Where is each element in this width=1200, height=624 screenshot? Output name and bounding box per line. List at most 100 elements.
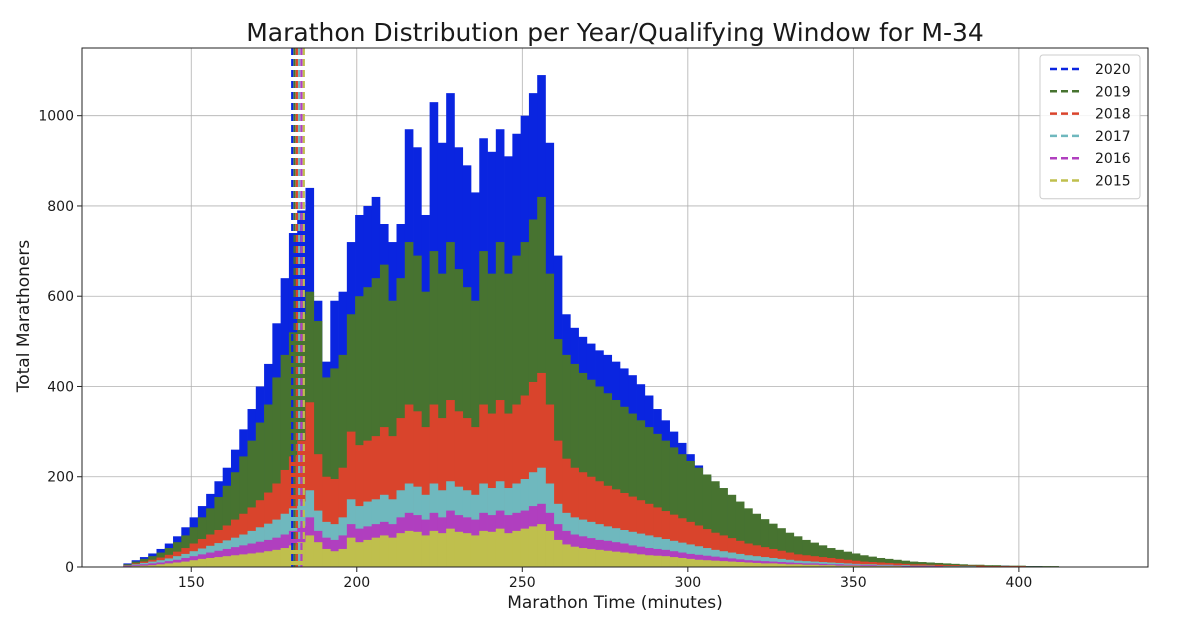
bar-2019 xyxy=(379,264,389,567)
bar-2019 xyxy=(752,513,762,567)
y-ticks: 0 200 400 600 800 1000 xyxy=(38,109,82,576)
bar-2019 xyxy=(338,354,348,567)
bar-2019 xyxy=(355,296,364,567)
bar-2015 xyxy=(429,530,439,567)
bar-2015 xyxy=(322,548,331,567)
bar-2019 xyxy=(388,300,397,567)
bar-2015 xyxy=(247,553,257,567)
x-tick-label: 200 xyxy=(343,575,370,591)
bar-2015 xyxy=(479,530,488,567)
y-tick-label: 400 xyxy=(47,379,74,395)
bar-2019 xyxy=(826,548,836,567)
x-tick-label: 300 xyxy=(674,575,701,591)
bar-2015 xyxy=(404,530,414,567)
legend-label-2019: 2019 xyxy=(1095,84,1131,100)
bar-2019 xyxy=(371,278,381,567)
x-axis-label: Marathon Time (minutes) xyxy=(507,593,723,613)
bar-2015 xyxy=(702,560,712,567)
y-tick-label: 1000 xyxy=(38,109,74,125)
bar-2015 xyxy=(711,560,720,567)
bar-2015 xyxy=(719,561,728,567)
bar-2015 xyxy=(744,562,753,567)
bar-2019 xyxy=(727,494,737,567)
bar-2019 xyxy=(628,413,637,567)
bar-2015 xyxy=(363,539,373,567)
bar-2019 xyxy=(264,404,273,567)
bar-2019 xyxy=(247,440,257,567)
bar-2015 xyxy=(636,554,646,567)
bar-2019 xyxy=(644,427,654,567)
chart-title: Marathon Distribution per Year/Qualifyin… xyxy=(246,18,984,47)
bar-2019 xyxy=(777,528,786,567)
bar-2018 xyxy=(330,478,339,567)
bar-2015 xyxy=(520,528,530,567)
legend-label-2016: 2016 xyxy=(1095,151,1131,167)
bar-2015 xyxy=(396,533,406,567)
series-2015 xyxy=(123,524,1084,567)
bar-2015 xyxy=(446,528,455,567)
y-tick-label: 800 xyxy=(47,199,74,215)
bar-2015 xyxy=(677,557,687,567)
bar-2015 xyxy=(338,548,348,567)
bar-2015 xyxy=(553,539,563,567)
bar-2019 xyxy=(702,474,712,567)
bar-2015 xyxy=(570,546,579,567)
bar-2015 xyxy=(562,544,571,567)
bar-2019 xyxy=(818,545,828,567)
bar-2015 xyxy=(785,564,795,567)
bar-2015 xyxy=(313,542,323,567)
bar-2015 xyxy=(156,564,166,567)
bar-2019 xyxy=(677,454,687,567)
bar-2019 xyxy=(619,406,629,567)
bar-2015 xyxy=(371,537,381,567)
bar-2015 xyxy=(777,563,786,567)
bar-2019 xyxy=(719,488,728,567)
bar-2019 xyxy=(322,377,331,567)
bar-2019 xyxy=(744,508,753,567)
bar-2015 xyxy=(272,549,281,567)
bar-2019 xyxy=(810,542,819,567)
bar-2018 xyxy=(768,548,778,567)
bar-2015 xyxy=(413,531,422,567)
y-tick-label: 200 xyxy=(47,470,74,486)
legend-label-2017: 2017 xyxy=(1095,129,1131,145)
bar-2015 xyxy=(818,565,828,567)
bar-2015 xyxy=(280,548,290,567)
bar-2019 xyxy=(835,549,844,567)
bar-2015 xyxy=(504,533,513,567)
bar-2015 xyxy=(454,531,464,567)
bar-2015 xyxy=(173,562,182,567)
bar-2015 xyxy=(735,562,745,567)
bar-2019 xyxy=(586,379,596,567)
bar-2015 xyxy=(230,555,240,567)
bar-2015 xyxy=(189,560,199,567)
bar-2019 xyxy=(669,447,679,567)
bar-2015 xyxy=(611,551,621,567)
bar-2015 xyxy=(661,556,670,567)
bar-2015 xyxy=(206,557,215,567)
bar-2015 xyxy=(686,558,695,567)
bar-2018 xyxy=(934,564,944,567)
x-tick-label: 150 xyxy=(178,575,205,591)
bar-2015 xyxy=(222,556,232,567)
bar-2015 xyxy=(603,550,613,567)
bar-2019 xyxy=(255,422,265,567)
bar-2019 xyxy=(239,456,248,567)
bar-2019 xyxy=(802,539,811,567)
bar-2019 xyxy=(661,440,670,567)
bar-2015 xyxy=(843,565,853,567)
bar-2019 xyxy=(694,467,704,567)
bar-2019 xyxy=(851,553,861,567)
bar-2019 xyxy=(313,321,323,567)
bar-2019 xyxy=(272,377,281,567)
bar-2015 xyxy=(139,565,149,567)
bar-2019 xyxy=(595,386,604,567)
bar-2015 xyxy=(752,562,762,567)
bar-2015 xyxy=(197,558,207,567)
bar-2015 xyxy=(578,548,588,567)
bar-2015 xyxy=(214,557,224,567)
bar-2019 xyxy=(280,354,290,567)
bar-2015 xyxy=(768,563,778,567)
bar-2015 xyxy=(644,555,654,567)
